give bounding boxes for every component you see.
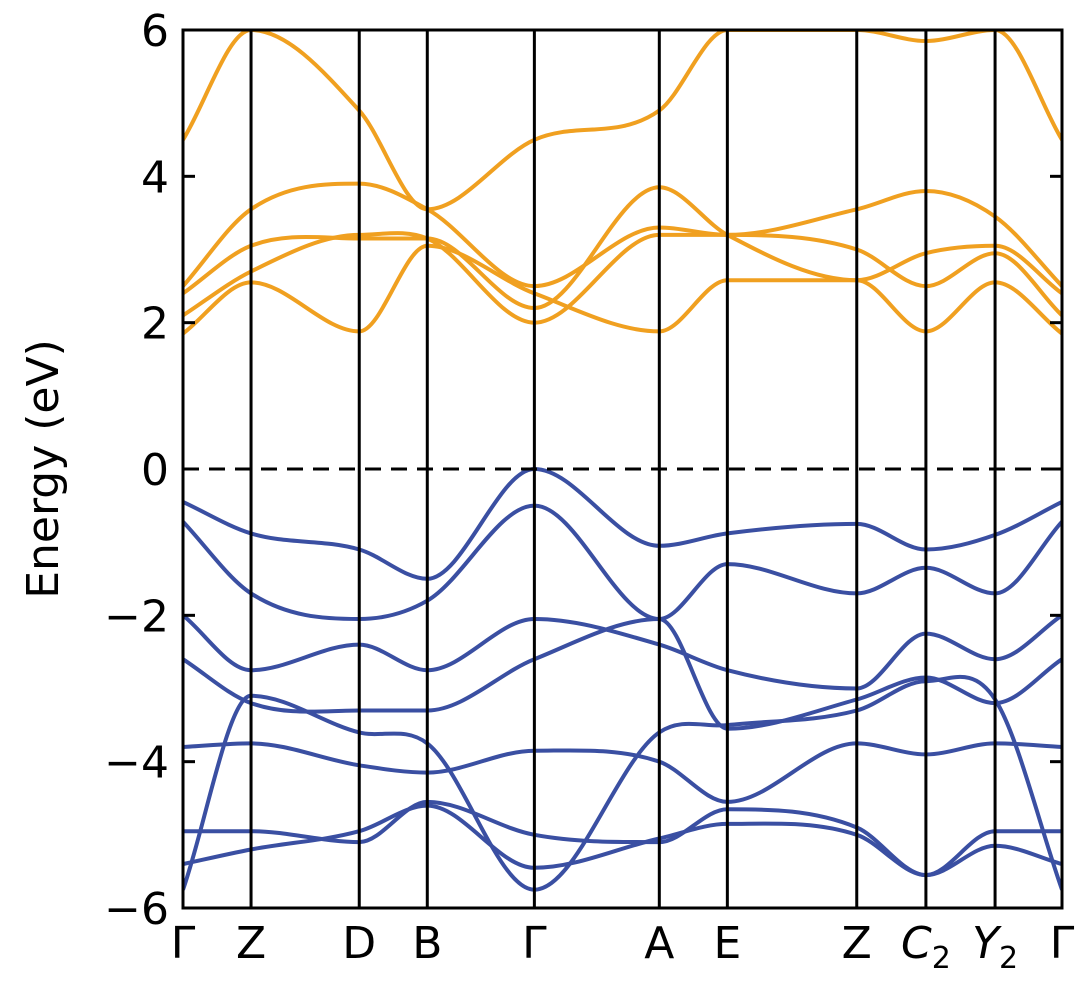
valence-band-13 [183,674,1062,892]
x-axis-kpoint-labels: Γ Z D B Γ A E Z C2 Y2 Γ [171,918,1075,976]
y-tick-label: 0 [141,445,169,496]
kpoint-label: Γ [522,918,547,969]
kpoint-label: Γ [171,918,196,969]
valence-band-6 [183,467,1062,581]
conduction-band-5 [183,30,1062,212]
valence-band-7 [183,503,1062,621]
conduction-band-1 [183,243,1062,336]
y-tick-label: 2 [141,299,169,350]
y-axis-label: Energy (eV) [18,339,69,599]
kpoint-label: Γ [1050,918,1075,969]
plot-frame [181,28,1064,910]
y-tick-label: −4 [104,738,169,789]
band-lines [183,30,1062,892]
valence-band-10 [183,741,1062,804]
kpoint-label: A [644,918,674,969]
kpoint-label: D [342,918,376,969]
y-axis-ticks: −6 −4 −2 0 2 4 6 [104,6,1062,935]
conduction-band-4 [183,181,1062,289]
kpoint-label: Z [842,918,872,969]
kpoint-label: Y2 [972,918,1018,976]
valence-band-8 [183,613,1062,691]
y-tick-label: 4 [141,152,169,203]
conduction-band-3 [183,185,1062,310]
y-tick-label: −2 [104,591,169,642]
kpoint-label: Z [236,918,266,969]
y-tick-label: 6 [141,6,169,57]
kpoint-label: E [713,918,741,969]
conduction-band-2 [183,231,1062,325]
kpoint-label: C2 [901,918,951,976]
kpoint-label: B [412,918,442,969]
y-tick-label: −6 [104,884,169,935]
valence-band-12 [183,803,1062,878]
